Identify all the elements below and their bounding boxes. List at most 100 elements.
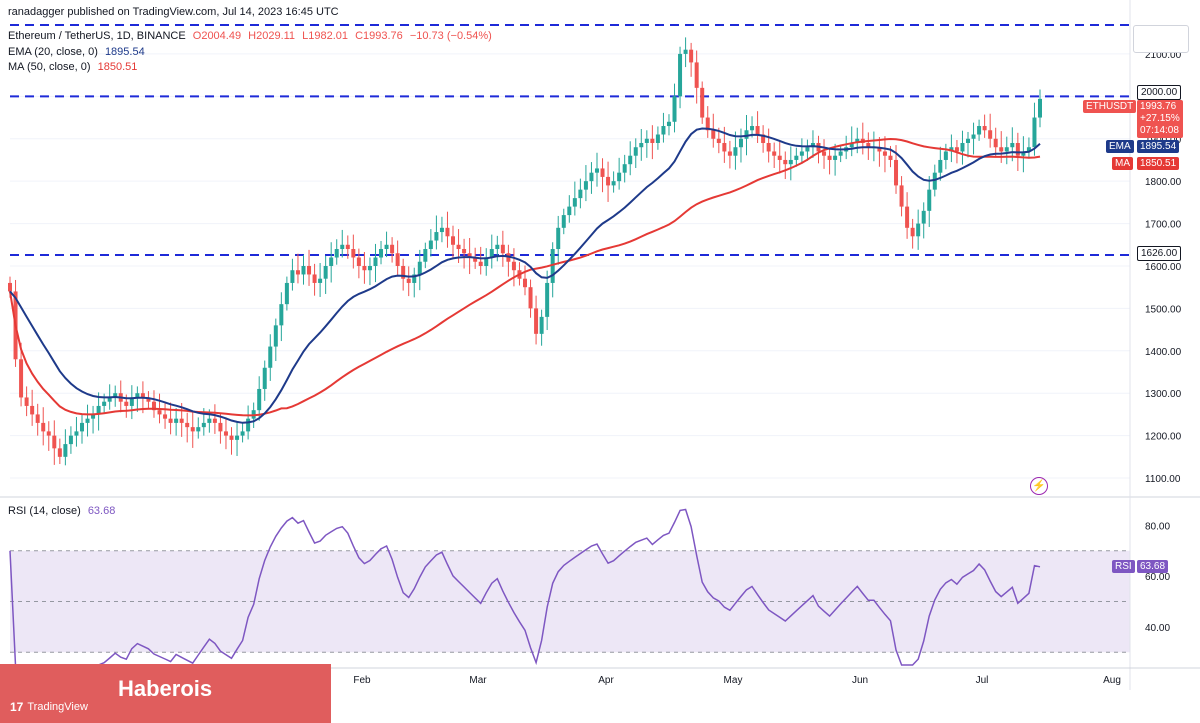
candle [971, 122, 976, 155]
candle [24, 386, 29, 417]
candle [772, 142, 777, 169]
candle-body [606, 176, 611, 186]
rsi-tick-label: 60.00 [1145, 572, 1170, 583]
candle-body [672, 96, 677, 122]
candle-body [877, 147, 882, 152]
candle-body [1015, 142, 1020, 156]
candle-body [583, 181, 588, 190]
candle [689, 42, 694, 77]
candle [163, 403, 168, 429]
candle-body [523, 278, 527, 288]
tradingview-brand[interactable]: 17 TradingView [10, 700, 88, 714]
candle [257, 376, 262, 421]
ohlc-change: −10.73 (−0.54%) [409, 30, 492, 42]
candle [362, 251, 367, 284]
candle-body [467, 253, 472, 258]
published-line: ranadagger published on TradingView.com,… [8, 6, 339, 18]
candle-body [284, 282, 289, 305]
candle-body [988, 130, 993, 139]
candle [594, 152, 599, 187]
candle [417, 249, 422, 291]
candle-body [318, 278, 323, 283]
candle-body [960, 142, 965, 152]
candle [96, 392, 101, 431]
grid [10, 53, 1130, 479]
candle [777, 141, 782, 174]
candle-body [1010, 142, 1015, 148]
candle-body [279, 304, 284, 326]
candle [373, 243, 378, 283]
price-tick-label: 1300.00 [1145, 389, 1182, 400]
candle-body [711, 130, 716, 139]
candle [633, 138, 638, 169]
candle [329, 242, 334, 283]
candle [882, 136, 887, 173]
candle-body [63, 444, 68, 457]
candle [977, 119, 982, 141]
candle-body [539, 316, 544, 334]
price-tick-label: 2100.00 [1145, 50, 1182, 61]
candle [462, 238, 467, 269]
candle [805, 139, 810, 161]
candle-body [916, 223, 921, 237]
candle [905, 192, 910, 239]
candle [295, 253, 300, 284]
candle [190, 411, 195, 448]
candle [877, 137, 882, 167]
candle-body [163, 414, 168, 419]
candle-body [212, 418, 217, 423]
symbol-line: Ethereum / TetherUS, 1D, BINANCE O2004.4… [8, 30, 496, 42]
candle-body [738, 138, 743, 148]
candle [356, 248, 361, 279]
candle-body [1038, 98, 1042, 118]
candle [268, 334, 273, 381]
candle [943, 143, 948, 170]
candle [622, 154, 627, 183]
candle [949, 134, 954, 163]
candle-body [694, 62, 699, 88]
candle [1032, 102, 1037, 156]
candle [1004, 136, 1009, 165]
ema-legend[interactable]: EMA (20, close, 0) 1895.54 [8, 46, 149, 58]
ma-legend[interactable]: MA (50, close, 0) 1850.51 [8, 61, 141, 73]
candle-body [334, 249, 339, 258]
candle-body [185, 422, 190, 428]
candle-body [888, 155, 893, 160]
candle-body [943, 151, 948, 160]
candle [451, 225, 456, 258]
candle-body [367, 265, 372, 271]
candle-body [838, 151, 843, 156]
candle [661, 112, 666, 143]
rsi-legend[interactable]: RSI (14, close) 63.68 [8, 505, 119, 517]
candle [628, 141, 633, 176]
candle-body [268, 346, 273, 368]
candle [644, 130, 649, 158]
candle [423, 242, 428, 269]
candle-body [146, 397, 151, 402]
level-bottom-label: 1626.00 [1137, 246, 1182, 261]
candle [212, 404, 217, 434]
candle-body [473, 257, 478, 262]
ma-legend-label: MA (50, close, 0) [8, 61, 91, 73]
lightning-icon[interactable]: ⚡ [1030, 477, 1048, 495]
time-tick-label: Feb [353, 675, 371, 686]
candle-body [428, 240, 433, 250]
candle [655, 126, 660, 150]
candle [534, 295, 539, 345]
candle [511, 248, 516, 287]
candle [993, 127, 998, 158]
scale-corner-button[interactable] [1133, 25, 1189, 53]
candle-body [683, 49, 688, 54]
ema-price-label: 1895.54 [1137, 140, 1180, 153]
horizontal-levels [10, 24, 1130, 256]
candle-body [151, 401, 156, 411]
candle [899, 176, 904, 217]
candle [129, 385, 134, 420]
candle [966, 131, 971, 158]
candle [235, 422, 240, 456]
candle-body [982, 126, 987, 131]
rsi-legend-value: 63.68 [87, 505, 116, 517]
candle [439, 216, 444, 243]
candle-body [395, 253, 400, 266]
price-tick-label: 1800.00 [1145, 177, 1182, 188]
